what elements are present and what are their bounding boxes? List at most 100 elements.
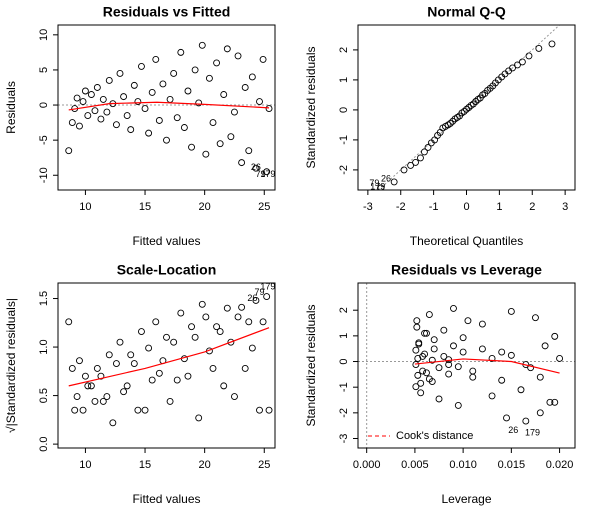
point — [463, 105, 470, 113]
point — [188, 323, 195, 331]
point — [478, 345, 486, 353]
x-tick-label: 10 — [79, 201, 91, 213]
point-label: 179 — [260, 169, 275, 179]
plot-area — [377, 25, 561, 190]
point — [256, 98, 263, 105]
point — [76, 122, 83, 130]
point — [138, 328, 145, 335]
point — [472, 98, 480, 105]
y-tick-label: -1 — [338, 135, 350, 145]
x-tick-label: 25 — [258, 201, 270, 213]
point — [413, 323, 421, 331]
x-tick-label: 15 — [139, 201, 151, 213]
point — [535, 44, 543, 52]
point — [459, 334, 467, 342]
x-tick-label: 20 — [199, 459, 211, 471]
point — [265, 406, 273, 414]
point — [209, 119, 217, 127]
legend-label: Cook's distance — [396, 430, 473, 442]
x-axis-label: Fitted values — [132, 234, 200, 248]
point — [123, 382, 131, 390]
point — [163, 333, 170, 341]
y-tick-label: -3 — [338, 434, 350, 444]
plot-frame — [357, 24, 576, 191]
point — [412, 361, 420, 369]
y-tick-label: 0.0 — [38, 436, 50, 451]
point — [488, 354, 496, 362]
point — [223, 304, 231, 312]
point — [259, 55, 267, 63]
point — [73, 94, 81, 102]
point — [105, 77, 113, 84]
y-tick-label: 0 — [38, 102, 50, 108]
point — [238, 303, 246, 311]
point — [435, 364, 443, 372]
point — [525, 52, 533, 60]
y-axis-label: Standardized residuals — [304, 46, 318, 168]
point — [79, 98, 87, 105]
y-axis-label: √|Standardized residuals| — [4, 298, 18, 433]
point — [76, 357, 83, 365]
point — [130, 81, 138, 89]
point — [460, 107, 468, 115]
point — [216, 140, 224, 148]
x-axis-label: Theoretical Quantiles — [410, 234, 523, 248]
point — [202, 313, 210, 321]
x-tick-label: 0.010 — [449, 459, 477, 471]
panel: Residuals vs Leverage Leverage Standardize… — [304, 262, 576, 506]
point — [231, 108, 238, 116]
point — [120, 93, 128, 101]
point — [421, 329, 428, 337]
panel-title: Residuals vs Fitted — [103, 4, 231, 20]
point — [488, 392, 496, 400]
y-tick-label: 1 — [338, 333, 350, 339]
y-tick-label: 0.5 — [38, 388, 50, 403]
point — [145, 344, 153, 352]
x-tick-label: 0 — [463, 201, 469, 213]
point — [450, 342, 457, 350]
point — [259, 318, 267, 326]
point — [417, 379, 425, 387]
point — [103, 108, 111, 116]
point — [245, 147, 253, 155]
y-tick-label: -10 — [38, 167, 50, 183]
point — [421, 350, 428, 358]
point — [170, 69, 178, 77]
point — [419, 352, 427, 360]
point — [198, 41, 206, 49]
point — [241, 84, 249, 91]
point — [87, 382, 95, 390]
point-label: 79 — [254, 287, 264, 297]
point — [152, 55, 160, 63]
point — [120, 388, 128, 396]
point — [220, 382, 228, 390]
point — [507, 308, 515, 315]
point — [407, 161, 415, 169]
point — [97, 372, 105, 380]
plot-area — [358, 283, 575, 448]
point — [123, 112, 131, 120]
point — [454, 401, 462, 409]
panel: Scale-Location Fitted values √|Standardize… — [4, 262, 276, 506]
x-tick-label: 0.015 — [498, 459, 526, 471]
y-tick-label: -1 — [338, 382, 350, 392]
point — [469, 367, 477, 375]
point — [112, 121, 120, 129]
point — [440, 326, 448, 334]
point — [202, 150, 210, 158]
point — [263, 168, 271, 176]
point — [227, 133, 235, 141]
point — [177, 48, 185, 56]
smooth-line — [68, 101, 270, 111]
point — [252, 297, 260, 304]
point — [191, 333, 199, 341]
x-tick-label: -1 — [429, 201, 439, 213]
point — [163, 136, 170, 144]
panel: Residuals vs Fitted Fitted values Residual… — [4, 4, 276, 248]
point — [465, 104, 473, 111]
point — [173, 376, 181, 384]
point — [127, 351, 135, 359]
point — [155, 369, 163, 377]
point — [177, 309, 185, 317]
point — [84, 112, 92, 120]
